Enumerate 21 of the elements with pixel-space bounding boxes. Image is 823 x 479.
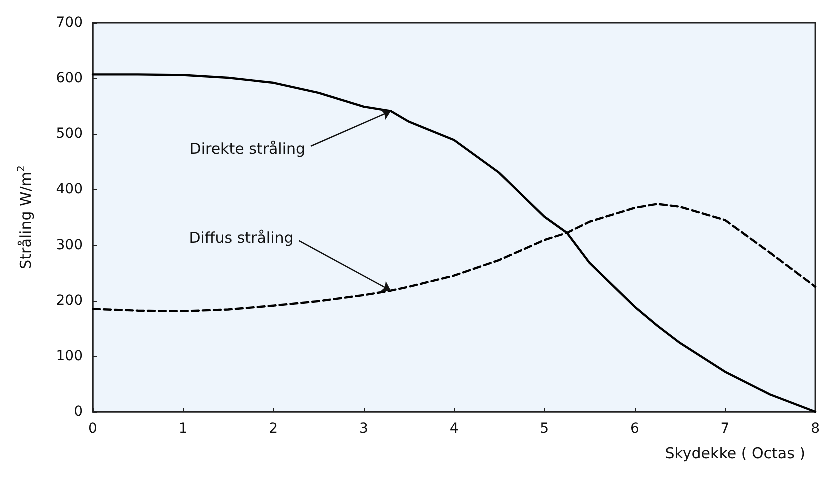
- y-axis-title: Stråling W/m2: [16, 166, 35, 270]
- x-tick-label: 8: [811, 421, 820, 437]
- y-tick-label: 100: [56, 348, 83, 364]
- y-tick-label: 300: [56, 237, 83, 254]
- y-tick-label: 400: [56, 182, 83, 198]
- x-tick-label: 4: [450, 421, 459, 437]
- x-axis-title: Skydekke ( Octas ): [665, 444, 806, 462]
- y-tick-label: 200: [56, 292, 83, 309]
- x-tick-label: 5: [540, 421, 550, 437]
- annotation: Diffus stråling: [189, 228, 294, 247]
- y-tick-label: 0: [74, 404, 83, 420]
- y-tick-label: 500: [56, 126, 83, 142]
- x-tick-label: 0: [88, 421, 98, 437]
- annotation: Direkte stråling: [190, 140, 306, 158]
- y-tick-label: 600: [56, 70, 83, 87]
- y-tick-label: 700: [56, 15, 83, 31]
- x-tick-label: 6: [630, 421, 640, 437]
- x-tick-label: 2: [269, 421, 278, 437]
- x-tick-label: 7: [720, 421, 730, 437]
- x-tick-label: 1: [178, 421, 188, 437]
- x-tick-label: 3: [359, 421, 368, 437]
